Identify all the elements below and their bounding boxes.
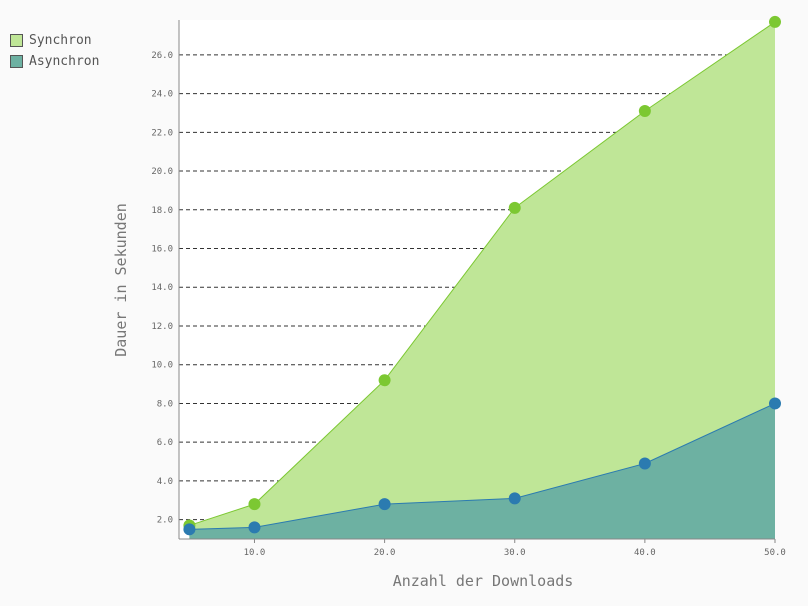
- legend-item-synchron[interactable]: Synchron: [10, 30, 99, 51]
- point-asynchron: [638, 457, 651, 470]
- y-tick-label: 10.0: [151, 361, 173, 371]
- x-axis-title: Anzahl der Downloads: [393, 572, 574, 590]
- y-axis-title: Dauer in Sekunden: [112, 203, 130, 357]
- y-tick-label: 6.0: [157, 438, 173, 448]
- x-tick-label: 30.0: [504, 548, 526, 558]
- point-asynchron: [183, 523, 196, 536]
- area-asynchron: [189, 403, 776, 539]
- point-synchron: [248, 498, 261, 511]
- x-tick-label: 50.0: [764, 548, 786, 558]
- y-tick-label: 14.0: [151, 283, 173, 293]
- legend-swatch-asynchron: [10, 55, 23, 68]
- y-tick-label: 16.0: [151, 245, 173, 255]
- line-asynchron: [189, 402, 776, 530]
- point-synchron: [378, 374, 391, 387]
- y-tick-label: 18.0: [151, 206, 173, 216]
- x-tick-label: 10.0: [244, 548, 266, 558]
- y-tick-label: 24.0: [151, 90, 173, 100]
- y-tick-label: 2.0: [157, 516, 173, 526]
- x-tick-label: 40.0: [634, 548, 656, 558]
- point-asynchron: [248, 521, 261, 534]
- area-series: [189, 21, 776, 539]
- legend-label-synchron: Synchron: [29, 33, 92, 48]
- y-tick-label: 4.0: [157, 477, 173, 487]
- legend-swatch-synchron: [10, 34, 23, 47]
- legend: Synchron Asynchron: [10, 30, 99, 72]
- data-points: [183, 15, 781, 536]
- point-asynchron: [378, 498, 391, 511]
- y-tick-label: 26.0: [151, 51, 173, 61]
- y-tick-label: 22.0: [151, 128, 173, 138]
- point-synchron: [638, 105, 651, 118]
- x-tick-label: 20.0: [374, 548, 396, 558]
- point-asynchron: [769, 397, 781, 410]
- point-synchron: [769, 15, 781, 28]
- y-tick-label: 12.0: [151, 322, 173, 332]
- x-tick-labels: 10.0 20.0 30.0 40.0 50.0: [244, 539, 786, 558]
- legend-item-asynchron[interactable]: Asynchron: [10, 51, 99, 72]
- y-tick-label: 8.0: [157, 399, 173, 409]
- point-synchron: [508, 201, 521, 214]
- area-synchron: [189, 21, 776, 539]
- legend-label-asynchron: Asynchron: [29, 54, 100, 69]
- y-tick-label: 20.0: [151, 167, 173, 177]
- line-synchron: [189, 21, 776, 526]
- y-tick-labels: 2.0 4.0 6.0 8.0 10.0 12.0 14.0 16.0 18.0 20.0 22.0…: [151, 51, 173, 526]
- point-asynchron: [508, 492, 521, 505]
